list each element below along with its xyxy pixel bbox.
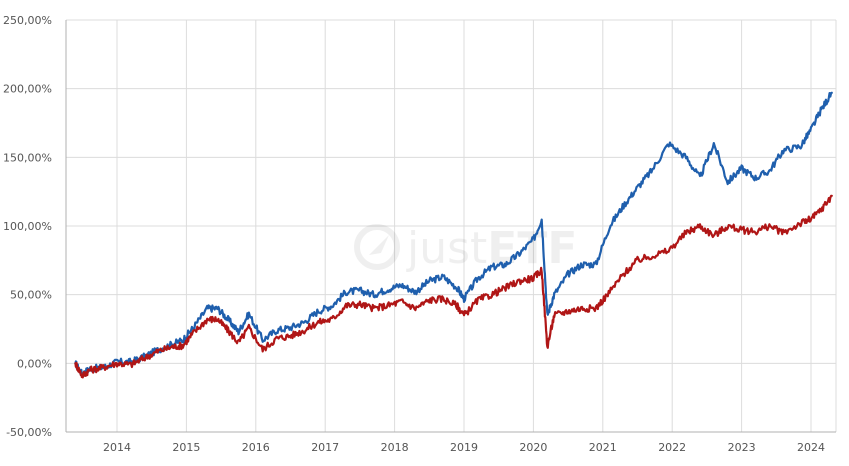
x-tick-label: 2023 [728, 441, 756, 454]
x-tick-label: 2021 [589, 441, 617, 454]
y-tick-label: 150,00% [3, 151, 52, 164]
x-tick-label: 2019 [450, 441, 478, 454]
chart-gridlines [66, 19, 837, 433]
y-tick-label: 250,00% [3, 14, 52, 27]
series-line-blue [74, 91, 833, 378]
x-tick-label: 2017 [311, 441, 339, 454]
watermark-just: just [406, 223, 487, 274]
chart-axes [65, 20, 836, 433]
x-tick-label: 2016 [242, 441, 270, 454]
justetf-logo-icon [354, 224, 400, 270]
chart-series [74, 91, 833, 379]
justetf-watermark: justETF [354, 223, 577, 274]
y-tick-label: 50,00% [10, 289, 52, 302]
y-tick-label: -50,00% [6, 426, 52, 439]
y-tick-label: 200,00% [3, 83, 52, 96]
x-tick-label: 2014 [103, 441, 131, 454]
watermark-text: justETF [406, 223, 577, 274]
x-tick-label: 2015 [172, 441, 200, 454]
x-tick-label: 2022 [658, 441, 686, 454]
series-line-red [74, 194, 833, 379]
y-tick-label: 100,00% [3, 220, 52, 233]
x-tick-label: 2024 [797, 441, 825, 454]
watermark-etf: ETF [487, 223, 577, 274]
y-tick-label: 0,00% [17, 357, 52, 370]
y-axis-tick-labels: -50,00% 0,00% 50,00% 100,00% 150,00% 200,00% 2… [3, 14, 52, 439]
x-tick-label: 2020 [519, 441, 547, 454]
x-tick-label: 2018 [381, 441, 409, 454]
x-axis-tick-labels: 2014 2015 2016 2017 2018 2019 2020 2021 2022 2023… [103, 441, 825, 454]
